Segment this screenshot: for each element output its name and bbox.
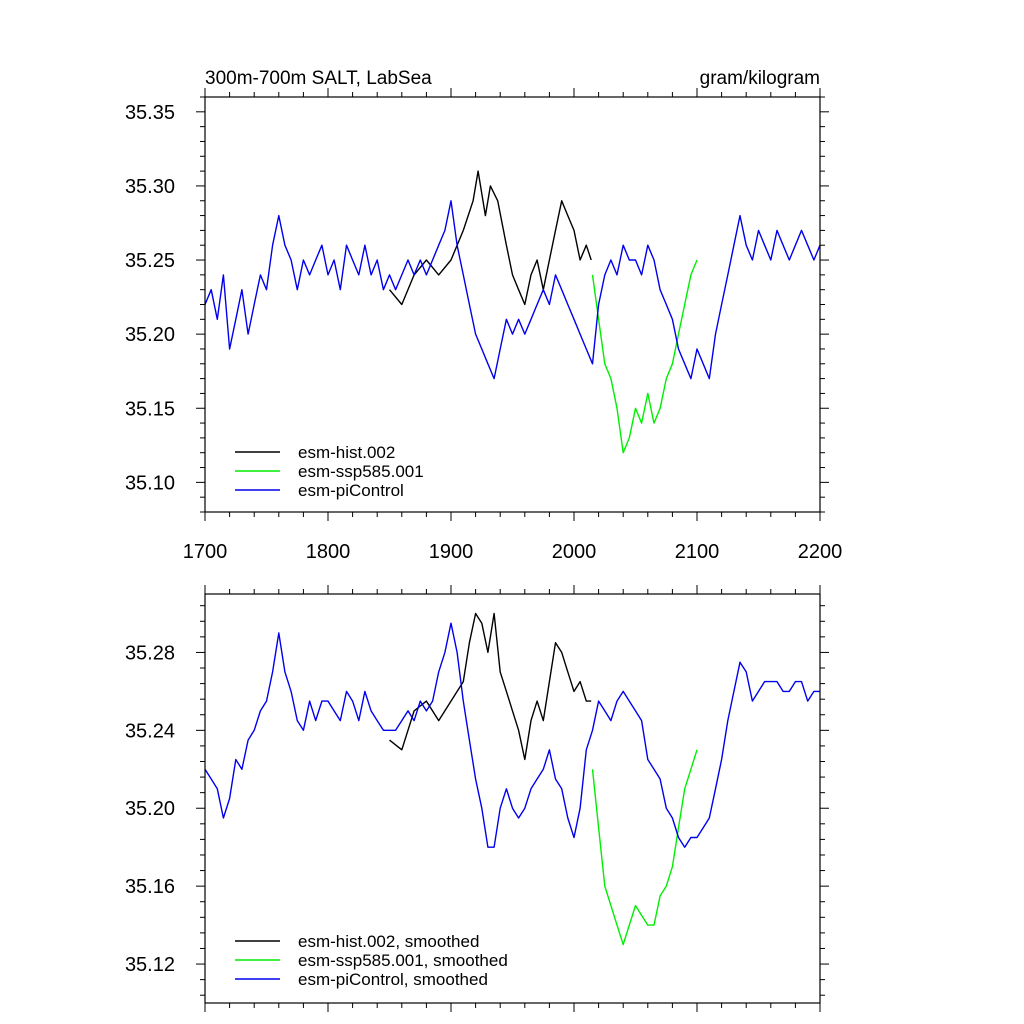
units-label: gram/kilogram (700, 68, 820, 89)
bottom-panel: 35.12 35.16 35.20 35.24 35.28 esm-hist.002, s… (125, 585, 829, 1012)
y-tick-label: 35.28 (125, 642, 175, 664)
x-tick-label: 1700 (183, 541, 228, 563)
y-tick-label: 35.35 (125, 102, 175, 124)
legend-label: esm-ssp585.001, smoothed (298, 951, 508, 970)
legend-label: esm-piControl (298, 481, 404, 500)
y-tick-label: 35.12 (125, 954, 175, 976)
x-tick-label: 2200 (798, 541, 843, 563)
x-tick-label: 1900 (429, 541, 474, 563)
chart-title: 300m-700m SALT, LabSea (205, 68, 432, 89)
legend-label: esm-ssp585.001 (298, 462, 424, 481)
top-panel: 1700 1800 1900 2000 2100 2200 35.10 35.15 35.20 3… (125, 88, 842, 563)
legend-label: esm-hist.002 (298, 443, 395, 462)
y-tick-label: 35.20 (125, 798, 175, 820)
series-line-esm-hist.002 (388, 170, 592, 306)
y-tick-label: 35.15 (125, 398, 175, 420)
series-line-esm-hist.002 (389, 612, 592, 761)
x-tick-label: 2000 (552, 541, 597, 563)
series-line-esm-ssp585.001 (591, 749, 698, 946)
x-tick-label: 2100 (675, 541, 720, 563)
series-line-esm-piControl (204, 200, 821, 380)
y-tick-label: 35.10 (125, 472, 175, 494)
y-tick-label: 35.30 (125, 176, 175, 198)
x-tick-label: 1800 (306, 541, 351, 563)
y-tick-label: 35.25 (125, 250, 175, 272)
series-line-esm-ssp585.001 (591, 259, 698, 454)
plot-frame (204, 593, 821, 1004)
y-tick-label: 35.24 (125, 720, 175, 742)
legend-label: esm-piControl, smoothed (298, 970, 488, 989)
legend-label: esm-hist.002, smoothed (298, 932, 479, 951)
y-tick-label: 35.20 (125, 324, 175, 346)
y-tick-label: 35.16 (125, 876, 175, 898)
series-line-esm-piControl (204, 622, 820, 848)
